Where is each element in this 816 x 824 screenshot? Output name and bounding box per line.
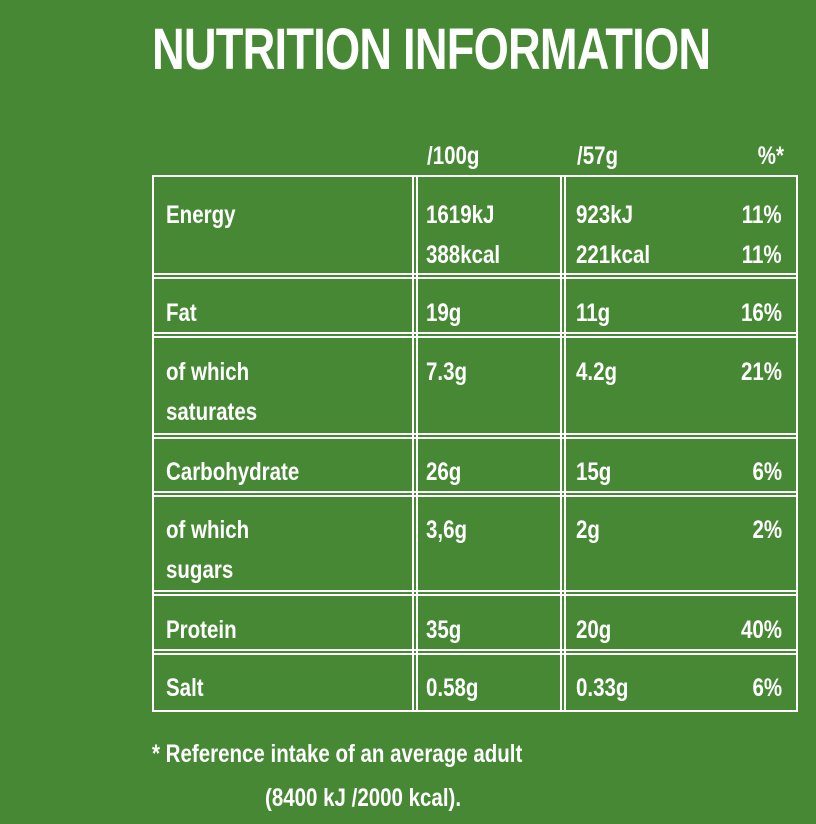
- value-reference-intake: 11% 11%: [742, 201, 782, 269]
- nutrition-table: Energy 1619kJ 388kcal 923kJ 221kcal 11% 11%…: [152, 175, 798, 712]
- row-label: of which saturates: [166, 358, 258, 426]
- value-per-100g: 3,6g: [426, 516, 468, 544]
- value-per-serving: 4.2g: [576, 358, 618, 386]
- row-divider: [154, 594, 796, 596]
- row-label: Carbohydrate: [166, 458, 300, 486]
- row-divider: [154, 590, 796, 592]
- row-divider: [154, 653, 796, 655]
- column-divider: [564, 177, 566, 710]
- row-label: of which sugars: [166, 516, 250, 584]
- column-header-per-serving: /57g: [577, 142, 619, 170]
- column-divider: [412, 177, 414, 710]
- value-per-100g: 7.3g: [426, 358, 468, 386]
- row-label: Energy: [166, 201, 236, 229]
- column-header-per-100g: /100g: [427, 142, 480, 170]
- row-divider: [154, 336, 796, 338]
- column-header-reference-intake: %*: [757, 142, 784, 170]
- value-per-serving: 20g: [576, 616, 612, 644]
- row-label: Salt: [166, 674, 204, 702]
- value-per-100g: 19g: [426, 299, 462, 327]
- row-divider: [154, 332, 796, 334]
- column-divider: [560, 177, 562, 710]
- value-reference-intake: 40%: [740, 616, 782, 644]
- row-divider: [154, 649, 796, 651]
- row-label: Fat: [166, 299, 197, 327]
- row-divider: [154, 495, 796, 497]
- value-reference-intake: 16%: [740, 299, 782, 327]
- column-divider: [416, 177, 418, 710]
- value-reference-intake: 21%: [740, 358, 782, 386]
- value-reference-intake: 2%: [752, 516, 782, 544]
- value-per-serving: 2g: [576, 516, 600, 544]
- value-per-100g: 26g: [426, 458, 462, 486]
- row-label: Protein: [166, 616, 237, 644]
- value-reference-intake: 6%: [752, 458, 782, 486]
- page-title: NUTRITION INFORMATION: [152, 17, 711, 82]
- row-divider: [154, 491, 796, 493]
- footnote-reference-intake: * Reference intake of an average adult: [152, 740, 523, 768]
- row-divider: [154, 273, 796, 275]
- value-per-serving: 923kJ 221kcal: [576, 201, 651, 269]
- footnote-energy-reference: (8400 kJ /2000 kcal).: [265, 784, 462, 812]
- value-reference-intake: 6%: [752, 674, 782, 702]
- row-divider: [154, 433, 796, 435]
- value-per-100g: 35g: [426, 616, 462, 644]
- value-per-100g: 0.58g: [426, 674, 479, 702]
- value-per-serving: 0.33g: [576, 674, 629, 702]
- row-divider: [154, 277, 796, 279]
- value-per-100g: 1619kJ 388kcal: [426, 201, 501, 269]
- value-per-serving: 15g: [576, 458, 612, 486]
- row-divider: [154, 437, 796, 439]
- value-per-serving: 11g: [576, 299, 611, 327]
